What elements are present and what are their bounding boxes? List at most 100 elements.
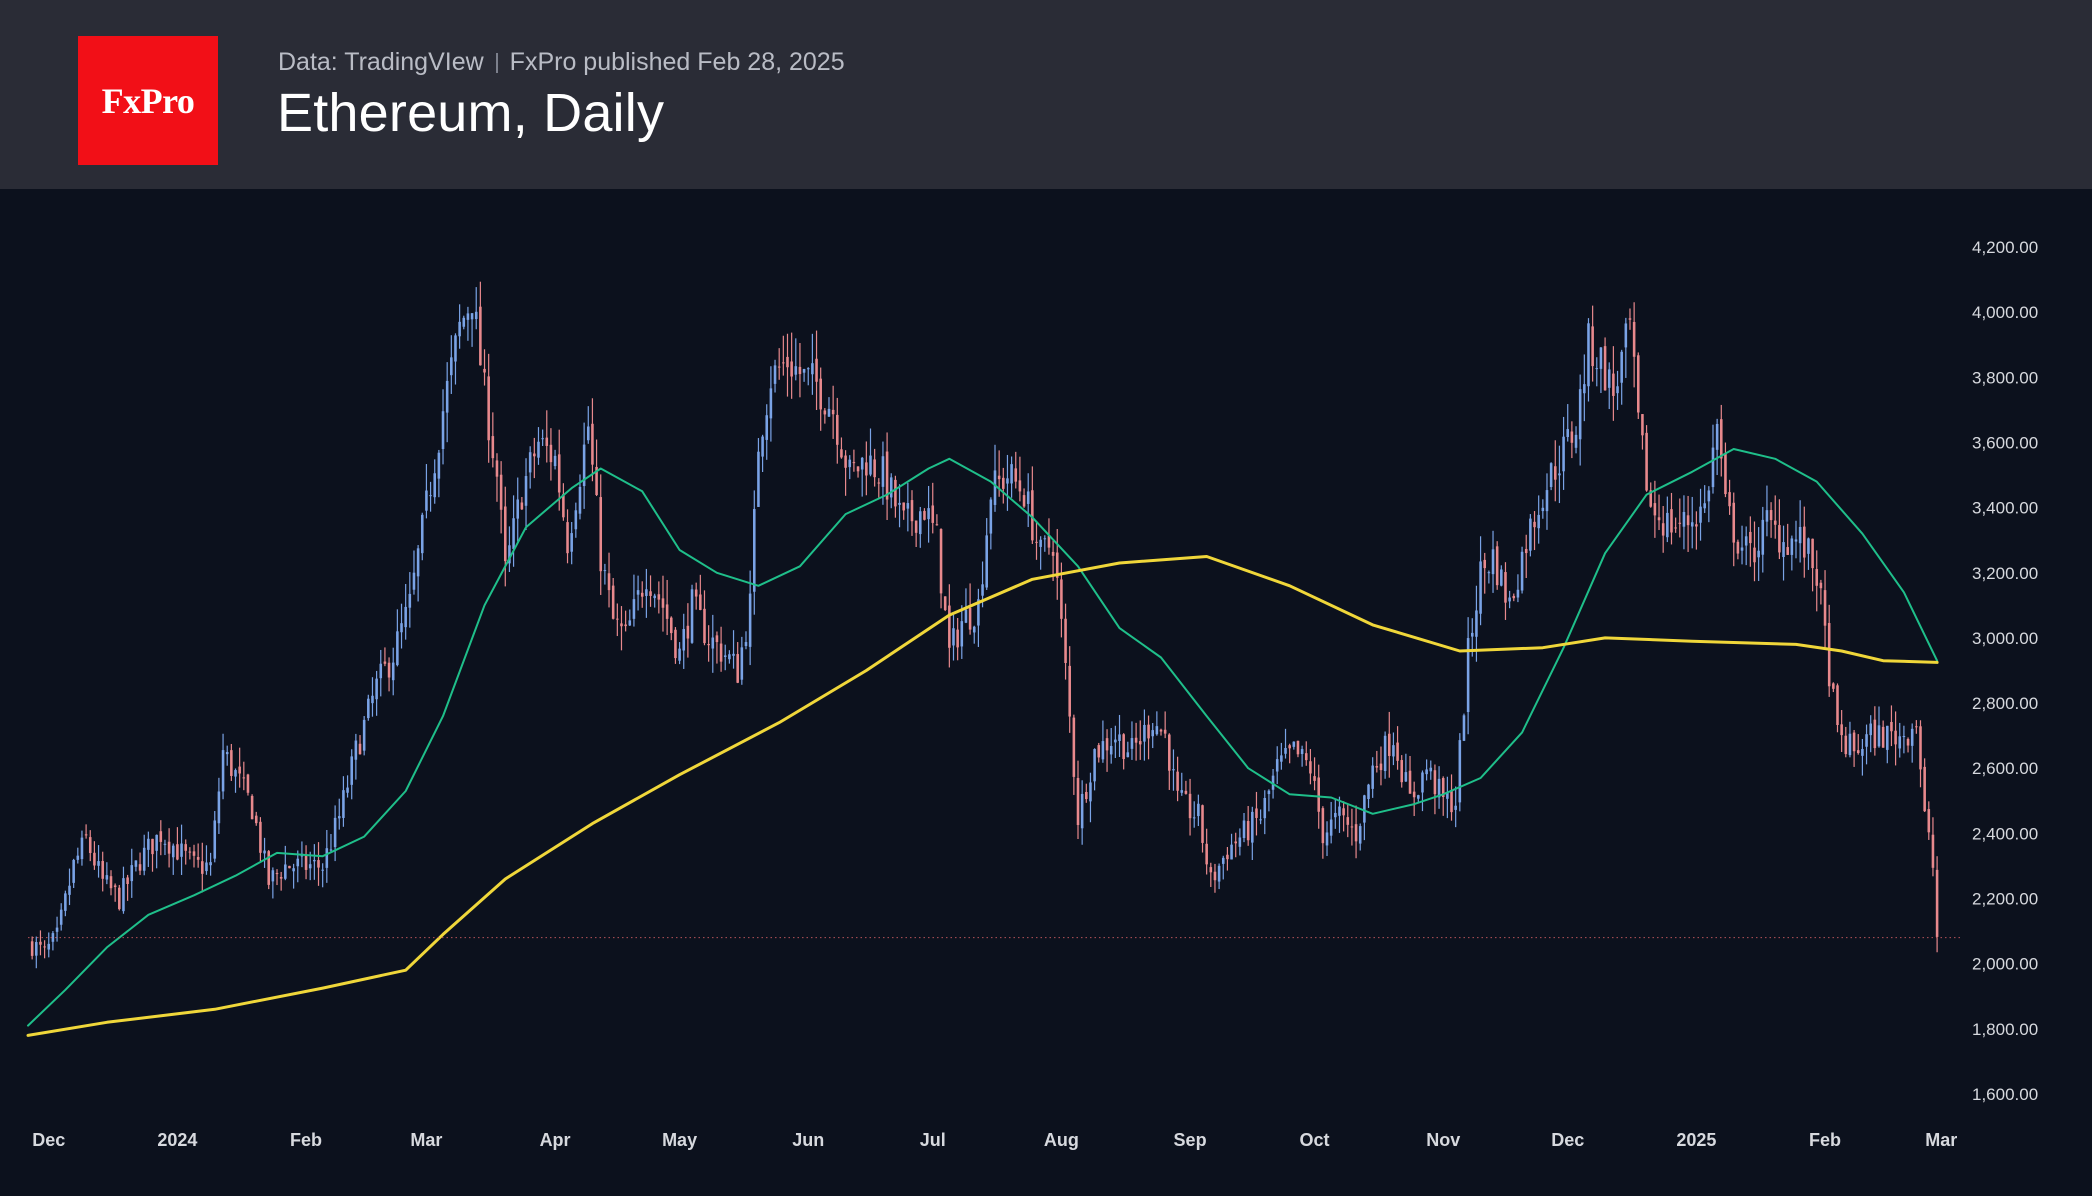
candle-body bbox=[636, 590, 640, 595]
candle-body bbox=[993, 470, 997, 505]
candle-body bbox=[1537, 514, 1540, 529]
candle-body bbox=[458, 321, 461, 337]
candle-body bbox=[1375, 766, 1379, 768]
candle-body bbox=[1500, 569, 1503, 586]
candle-body bbox=[1089, 782, 1092, 802]
candle-body bbox=[989, 499, 993, 534]
candle-body bbox=[1703, 503, 1706, 509]
candle-body bbox=[889, 477, 893, 498]
candle-body bbox=[454, 335, 457, 362]
candle-body bbox=[429, 495, 432, 497]
candle-body bbox=[1753, 547, 1756, 563]
candle-body bbox=[159, 831, 163, 842]
candle-body bbox=[1732, 502, 1736, 543]
candle-body bbox=[1512, 595, 1516, 599]
candle-body bbox=[1425, 769, 1428, 775]
candle-body bbox=[1097, 745, 1101, 758]
chart-subtitle: Data: TradingVIew FxPro published Feb 28… bbox=[278, 48, 845, 77]
candle-body bbox=[769, 388, 773, 419]
candle-body bbox=[943, 596, 947, 611]
candle-body bbox=[1292, 741, 1296, 747]
candle-body bbox=[582, 444, 586, 487]
candle-body bbox=[321, 869, 324, 871]
candle-body bbox=[271, 870, 275, 882]
candle-body bbox=[1479, 561, 1482, 614]
candle-body bbox=[313, 859, 316, 862]
candle-body bbox=[491, 436, 495, 459]
candle-body bbox=[1230, 844, 1233, 860]
candle-body bbox=[93, 852, 96, 866]
candle-body bbox=[176, 844, 179, 860]
candle-body bbox=[923, 510, 926, 520]
candle-body bbox=[1861, 749, 1864, 756]
moving-average-line bbox=[26, 555, 1939, 1037]
candle-body bbox=[1749, 531, 1752, 544]
candle-body bbox=[997, 475, 1001, 480]
candle-body bbox=[1006, 478, 1009, 484]
candle-body bbox=[1014, 468, 1018, 482]
candle-body bbox=[1151, 730, 1154, 737]
price-tick-label: 3,600.00 bbox=[1972, 433, 2038, 452]
time-tick-label: Jun bbox=[792, 1130, 824, 1150]
candle-body bbox=[1724, 453, 1727, 495]
candle-body bbox=[68, 885, 71, 895]
candle-body bbox=[1010, 464, 1013, 484]
candle-body bbox=[711, 637, 715, 649]
candle-body bbox=[1172, 769, 1175, 771]
candle-body bbox=[122, 878, 125, 912]
candle-body bbox=[1881, 726, 1885, 748]
candle-body bbox=[528, 452, 532, 473]
candle-body bbox=[450, 357, 453, 376]
candle-body bbox=[877, 482, 881, 484]
candle-body bbox=[1213, 871, 1217, 881]
data-source-label: Data: TradingVIew bbox=[278, 48, 484, 76]
candle-body bbox=[1201, 805, 1204, 843]
candle-body bbox=[848, 459, 852, 468]
candle-body bbox=[1670, 509, 1673, 533]
candle-body bbox=[562, 494, 565, 518]
candles-group bbox=[30, 281, 1939, 969]
candle-body bbox=[545, 437, 549, 446]
candle-body bbox=[578, 486, 582, 514]
candle-body bbox=[1184, 790, 1188, 794]
time-tick-label: Oct bbox=[1300, 1130, 1330, 1150]
candle-body bbox=[744, 642, 748, 647]
logo-text: FxPro bbox=[101, 80, 195, 121]
candle-body bbox=[570, 533, 573, 552]
candle-body bbox=[35, 942, 38, 956]
candle-body bbox=[678, 648, 681, 661]
candle-body bbox=[180, 843, 183, 857]
candle-body bbox=[1852, 732, 1856, 752]
candle-body bbox=[1483, 559, 1487, 569]
candle-body bbox=[595, 466, 598, 496]
candle-body bbox=[910, 500, 914, 522]
candle-body bbox=[1890, 721, 1893, 732]
candle-body bbox=[1155, 726, 1159, 735]
candle-body bbox=[1300, 749, 1304, 755]
candle-body bbox=[317, 860, 320, 868]
time-tick-label: May bbox=[662, 1130, 697, 1150]
candle-body bbox=[1624, 323, 1628, 348]
candle-body bbox=[1744, 536, 1748, 546]
candle-body bbox=[914, 520, 918, 533]
candle-body bbox=[1699, 506, 1702, 523]
candle-body bbox=[1280, 755, 1283, 762]
candle-body bbox=[1404, 772, 1408, 782]
candle-body bbox=[1549, 463, 1553, 487]
candle-body bbox=[1645, 432, 1648, 491]
candle-body bbox=[325, 848, 329, 868]
candle-body bbox=[1790, 538, 1794, 555]
candle-body bbox=[1491, 549, 1495, 575]
moving-average-line bbox=[27, 448, 1939, 1027]
candle-body bbox=[1329, 819, 1333, 836]
candle-body bbox=[379, 663, 383, 679]
candle-body bbox=[881, 456, 885, 487]
candle-body bbox=[483, 368, 486, 373]
candle-body bbox=[1417, 795, 1420, 799]
price-tick-label: 3,400.00 bbox=[1972, 499, 2038, 518]
candle-body bbox=[1620, 351, 1623, 383]
candle-body bbox=[1666, 512, 1669, 538]
candle-body bbox=[1475, 610, 1478, 637]
candle-body bbox=[1163, 729, 1167, 734]
candle-body bbox=[155, 834, 158, 851]
